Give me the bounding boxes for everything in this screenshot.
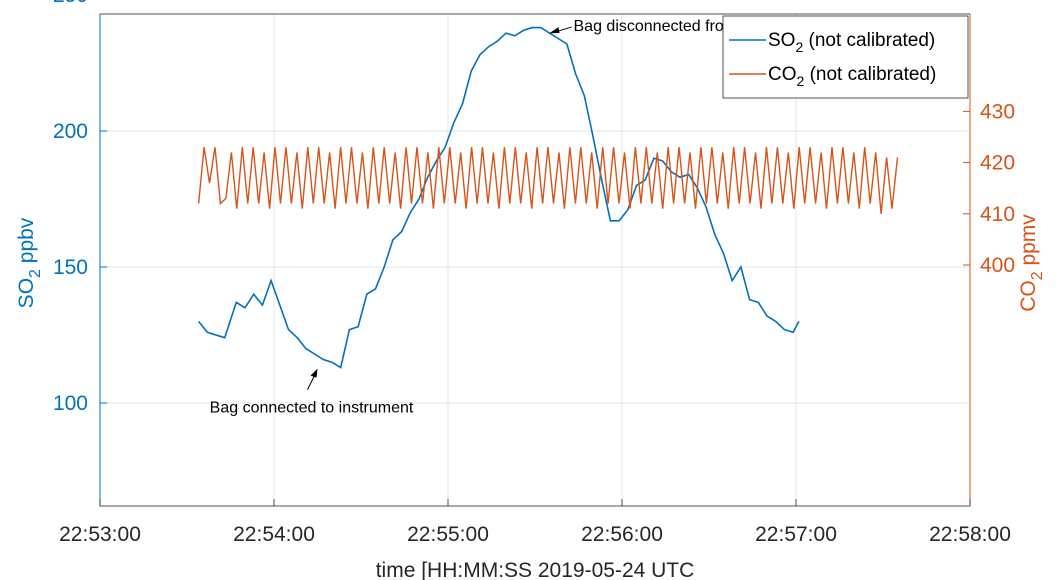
annotation-arrowhead-connected <box>310 368 318 378</box>
left-tick-label: 100 <box>53 392 88 415</box>
legend-label-co2: CO2 (not calibrated) <box>768 64 936 89</box>
x-tick-label: 22:54:00 <box>233 523 315 546</box>
legend-label-so2: SO2 (not calibrated) <box>768 30 935 55</box>
right-tick-label: 400 <box>980 254 1015 277</box>
x-tick-label: 22:55:00 <box>407 523 489 546</box>
right-axis-ticks: 400 410 420 430 <box>963 100 1015 277</box>
x-axis-ticks: 22:53:00 22:54:00 22:55:00 22:56:00 22:57:00… <box>59 499 1011 546</box>
series-layer <box>197 26 899 369</box>
x-axis-label: time [HH:MM:SS 2019-05-24 UTC <box>376 559 695 580</box>
left-tick-label: 150 <box>53 256 88 279</box>
legend-box <box>722 15 969 99</box>
x-tick-label: 22:57:00 <box>755 523 837 546</box>
x-tick-label: 22:53:00 <box>59 523 141 546</box>
left-tick-label: 250 <box>53 0 88 7</box>
so2-series-line <box>197 26 800 369</box>
left-axis-label: SO2 ppbv <box>15 217 44 308</box>
annotation-arrowhead-disconnected <box>549 27 560 34</box>
left-axis-ticks: 100 150 200 250 <box>53 0 107 415</box>
right-tick-label: 430 <box>980 100 1015 123</box>
x-tick-label: 22:58:00 <box>929 523 1011 546</box>
left-tick-label: 200 <box>53 120 88 143</box>
legend: SO2 (not calibrated) CO2 (not calibrated… <box>722 15 969 99</box>
annotation-text-connected: Bag connected to instrument <box>210 400 414 417</box>
right-axis-label: CO2 ppmv <box>1017 214 1046 312</box>
right-tick-label: 420 <box>980 152 1015 175</box>
x-tick-label: 22:56:00 <box>581 523 663 546</box>
right-tick-label: 410 <box>980 203 1015 226</box>
co2-series-line <box>197 147 899 214</box>
